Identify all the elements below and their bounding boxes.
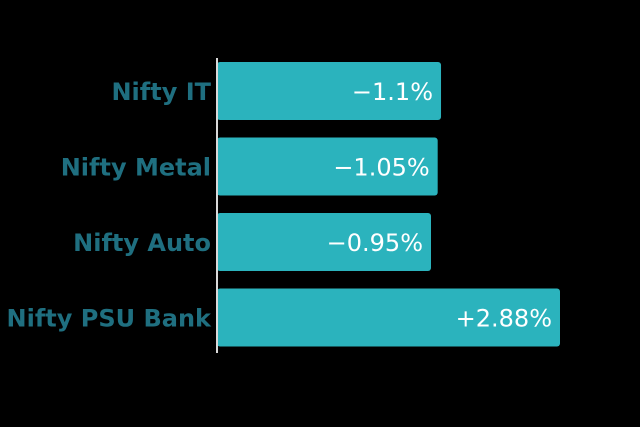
- value-label: −0.95%: [327, 229, 423, 257]
- value-label: +2.88%: [456, 305, 552, 333]
- bars-layer: [217, 62, 560, 347]
- value-label: −1.1%: [352, 78, 433, 106]
- value-labels: −1.1% −1.05% −0.95% +2.88%: [327, 78, 552, 333]
- category-label: Nifty IT: [111, 78, 211, 106]
- value-label: −1.05%: [333, 154, 429, 182]
- bar-nifty-it: [217, 62, 442, 120]
- bar-nifty-auto: [217, 213, 431, 271]
- bar-nifty-metal: [217, 137, 438, 196]
- category-label: Nifty Auto: [73, 229, 211, 257]
- bar-nifty-psu-bank: [217, 288, 560, 347]
- category-label: Nifty Metal: [61, 154, 211, 182]
- category-labels: Nifty IT Nifty Metal Nifty Auto Nifty PSU B…: [7, 78, 213, 333]
- category-label: Nifty PSU Bank: [7, 305, 213, 333]
